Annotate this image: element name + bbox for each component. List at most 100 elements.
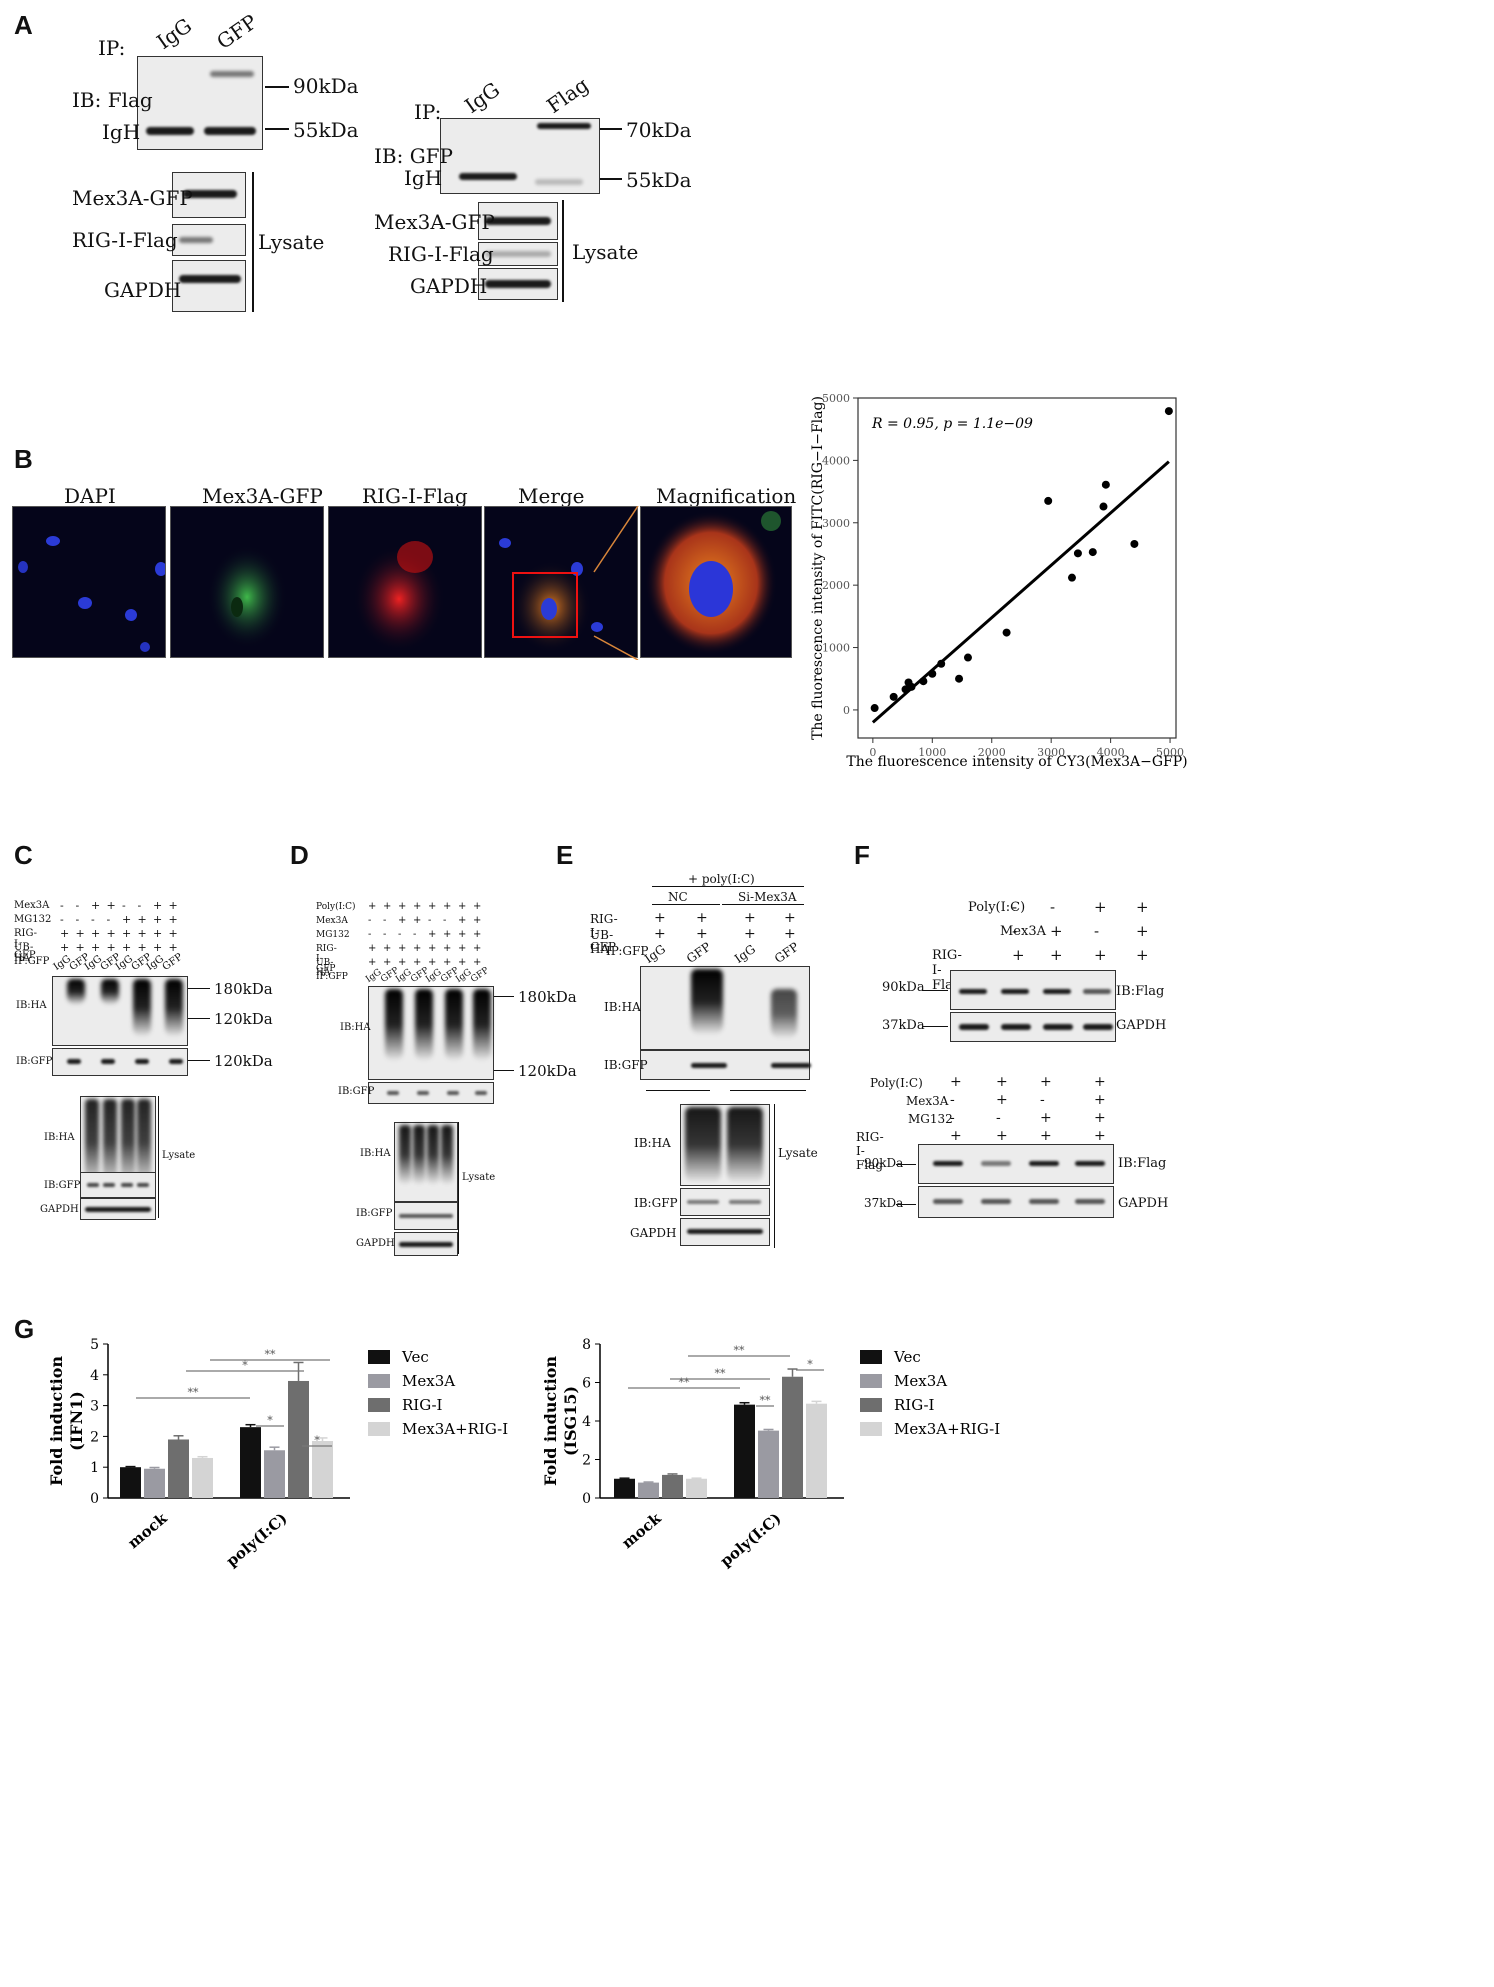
condition-sign: + bbox=[458, 929, 467, 940]
ip-blot-ha bbox=[52, 976, 188, 1046]
legend-label: Vec bbox=[893, 1348, 921, 1366]
condition-label: IP:GFP bbox=[14, 956, 50, 967]
condition-sign: + bbox=[784, 910, 796, 926]
condition-sign: - bbox=[91, 913, 95, 926]
x-tick-label: 1000 bbox=[918, 746, 946, 759]
condition-sign: + bbox=[168, 899, 178, 912]
blot-smear bbox=[137, 1099, 151, 1187]
legend-label: Vec bbox=[401, 1348, 429, 1366]
blot-label: IB:GFP bbox=[16, 1056, 53, 1067]
panel-label-f: F bbox=[854, 840, 870, 870]
condition-sign: - bbox=[368, 929, 372, 940]
condition-sign: + bbox=[168, 913, 178, 926]
legend-swatch bbox=[368, 1374, 390, 1388]
condition-label: Mex3A bbox=[906, 1094, 949, 1108]
condition-sign: + bbox=[398, 915, 407, 926]
condition-sign: + bbox=[696, 910, 708, 926]
blot-label: GAPDH bbox=[1118, 1196, 1169, 1211]
lysate-row-label: GAPDH bbox=[104, 278, 182, 302]
ib-label: IB: GFP bbox=[374, 144, 454, 168]
mw-label: 180kDa bbox=[214, 980, 273, 998]
mw-label: 90kDa bbox=[293, 74, 359, 98]
lane-label: GFP bbox=[469, 965, 491, 985]
legend-swatch bbox=[368, 1398, 390, 1412]
lysate-blot-ha bbox=[394, 1122, 458, 1202]
condition-sign: + bbox=[368, 943, 377, 954]
blot-band bbox=[103, 1183, 115, 1187]
y-tick-label: 0 bbox=[582, 1491, 591, 1507]
western-blot-ip bbox=[137, 56, 263, 150]
condition-sign: + bbox=[443, 929, 452, 940]
ip-blot-gfp bbox=[52, 1048, 188, 1076]
blot-band bbox=[1043, 989, 1071, 994]
blot-label: IB:GFP bbox=[338, 1086, 375, 1097]
x-tick-label: 3000 bbox=[1037, 746, 1065, 759]
condition-label: RIG-I-GFP bbox=[14, 928, 38, 961]
bar bbox=[638, 1482, 659, 1498]
x-tick-label: 5000 bbox=[1156, 746, 1184, 759]
category-label: mock bbox=[618, 1509, 665, 1552]
x-axis-label: The fluorescence intensity of CY3(Mex3A−… bbox=[846, 754, 1187, 770]
x-tick-label: 4000 bbox=[1097, 746, 1125, 759]
condition-sign: - bbox=[428, 915, 432, 926]
blot-band bbox=[933, 1161, 963, 1166]
condition-sign: - bbox=[60, 899, 64, 912]
condition-sign: - bbox=[398, 929, 402, 940]
condition-label: MG132 bbox=[316, 930, 350, 940]
ip-blot-gfp bbox=[368, 1082, 494, 1104]
ip-label: IP: bbox=[98, 36, 126, 60]
ip-blot-ha bbox=[640, 966, 810, 1050]
bar bbox=[806, 1403, 827, 1498]
condition-label: Mex3A bbox=[316, 916, 348, 926]
lysate-blot-gapdh bbox=[680, 1218, 770, 1246]
scatter-point bbox=[907, 682, 916, 691]
condition-label: UB-HA bbox=[590, 928, 614, 956]
blot-label: IB:Flag bbox=[1116, 984, 1165, 999]
condition-sign: + bbox=[60, 941, 70, 954]
y-tick-label: 4 bbox=[90, 1368, 99, 1384]
lysate-bracket bbox=[158, 1096, 159, 1218]
blot-smear bbox=[385, 989, 403, 1061]
legend-label: RIG-I bbox=[402, 1396, 443, 1414]
blot-band bbox=[959, 1024, 989, 1030]
condition-sign: + bbox=[383, 957, 392, 968]
condition-sign: + bbox=[1136, 922, 1149, 940]
blot-smear bbox=[133, 979, 151, 1037]
y-tick-label: 2 bbox=[582, 1453, 591, 1469]
blot-label: IB:HA bbox=[360, 1148, 391, 1159]
condition-label: IP:GFP bbox=[316, 972, 348, 982]
blot-band bbox=[399, 1214, 453, 1218]
mw-tick bbox=[922, 990, 948, 991]
condition-sign: + bbox=[473, 915, 482, 926]
blot-band bbox=[1029, 1161, 1059, 1166]
blot-smear bbox=[441, 1125, 453, 1185]
y-tick-label: 4000 bbox=[822, 454, 850, 467]
scatter-point bbox=[1044, 496, 1053, 505]
condition-sign: + bbox=[1094, 1074, 1106, 1090]
panel-label-d: D bbox=[290, 840, 309, 870]
igh-label: IgH bbox=[404, 166, 443, 190]
condition-label: Poly(I:C) bbox=[870, 1076, 923, 1090]
lysate-row-label: RIG-I-Flag bbox=[388, 242, 494, 266]
lysate-label: Lysate bbox=[162, 1150, 196, 1161]
bar bbox=[120, 1467, 141, 1498]
condition-sign: + bbox=[473, 943, 482, 954]
lysate-blot-ha bbox=[680, 1104, 770, 1186]
legend-label: Mex3A bbox=[894, 1372, 947, 1390]
bar bbox=[734, 1404, 755, 1498]
condition-sign: + bbox=[137, 927, 147, 940]
mw-tick bbox=[896, 1204, 916, 1205]
significance-mark: * bbox=[807, 1358, 813, 1371]
condition-sign: + bbox=[413, 943, 422, 954]
blot-flag bbox=[918, 1144, 1114, 1184]
blot-band bbox=[1043, 1024, 1073, 1030]
condition-sign: + bbox=[398, 957, 407, 968]
blot-smear bbox=[415, 989, 433, 1061]
mw-label: 37kDa bbox=[864, 1196, 904, 1210]
bar bbox=[758, 1430, 779, 1498]
legend-label: Mex3A+RIG-I bbox=[894, 1420, 1000, 1438]
mw-label: 120kDa bbox=[214, 1052, 273, 1070]
lane-label: Flag bbox=[542, 72, 593, 118]
blot-band bbox=[1083, 989, 1111, 994]
condition-sign: + bbox=[106, 927, 116, 940]
